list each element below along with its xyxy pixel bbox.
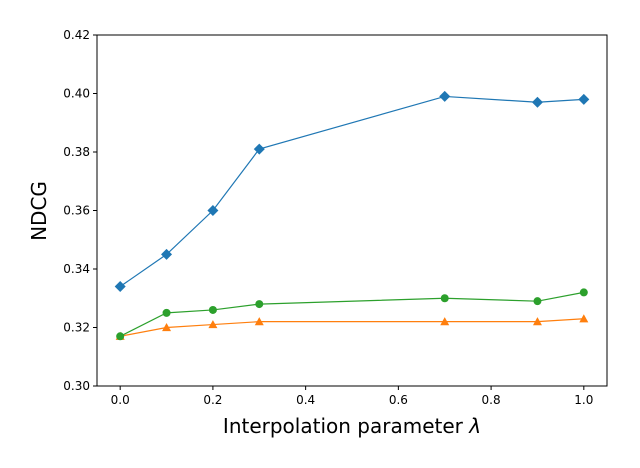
y-tick-label: 0.38 <box>63 145 90 159</box>
data-point-orange <box>254 317 264 326</box>
plot-frame <box>96 34 608 387</box>
x-tick-label: 0.2 <box>203 393 222 407</box>
y-tick-label: 0.34 <box>63 262 90 276</box>
x-axis-title-text: Interpolation parameter <box>223 414 469 438</box>
x-axis: 0.0 0.2 0.4 0.6 0.8 1.0 <box>111 386 593 407</box>
data-point-green <box>208 305 217 314</box>
x-tick-label: 1.0 <box>574 393 593 407</box>
y-tick-label: 0.42 <box>63 28 90 42</box>
x-axis-title: Interpolation parameter λ <box>223 414 481 438</box>
x-tick-label: 0.4 <box>296 393 315 407</box>
data-point-orange <box>162 323 172 332</box>
x-tick-label: 0.6 <box>389 393 408 407</box>
x-axis-title-symbol: λ <box>468 414 481 438</box>
y-tick-label: 0.36 <box>63 204 90 218</box>
data-point-green <box>579 288 588 297</box>
y-tick-label: 0.30 <box>63 379 90 393</box>
data-point-orange <box>208 320 218 329</box>
series-orange <box>115 314 589 340</box>
data-point-orange <box>579 314 589 323</box>
data-point-blue <box>161 248 173 260</box>
data-point-blue <box>531 96 543 108</box>
data-point-green <box>162 308 171 317</box>
y-axis: 0.30 0.32 0.34 0.36 0.38 0.40 0.42 <box>63 28 97 393</box>
data-point-green <box>255 300 264 309</box>
series-green <box>116 288 588 341</box>
y-tick-label: 0.32 <box>63 321 90 335</box>
data-point-blue <box>578 93 590 105</box>
x-tick-label: 0.8 <box>482 393 501 407</box>
series-layer <box>114 90 590 341</box>
plot-area <box>96 34 608 387</box>
y-tick-label: 0.40 <box>63 87 90 101</box>
data-point-blue <box>439 90 451 102</box>
data-point-blue <box>114 281 126 293</box>
x-tick-label: 0.0 <box>111 393 130 407</box>
data-point-green <box>533 297 542 306</box>
y-axis-title: NDCG <box>27 181 51 241</box>
data-point-green <box>116 332 125 341</box>
data-point-orange <box>532 317 542 326</box>
data-point-green <box>440 294 449 303</box>
data-point-blue <box>207 205 219 216</box>
series-blue <box>114 90 590 293</box>
data-point-blue <box>253 143 265 155</box>
data-point-orange <box>440 317 450 326</box>
